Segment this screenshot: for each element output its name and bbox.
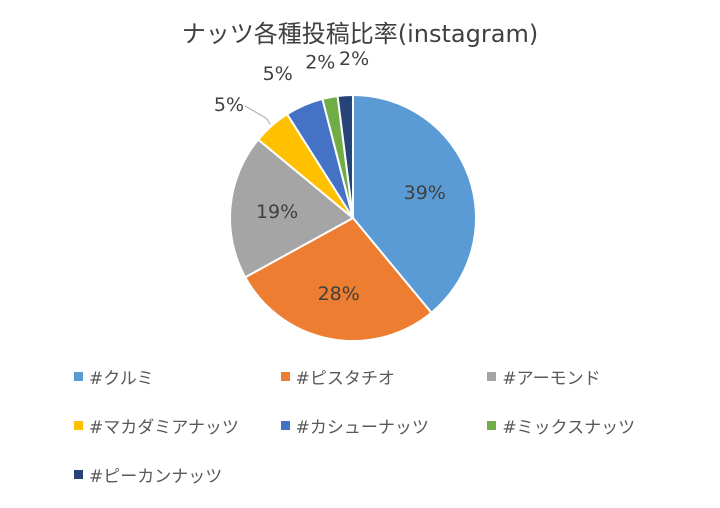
legend-swatch-1: [280, 372, 290, 381]
legend-item: #クルミ: [74, 364, 281, 389]
legend-swatch-5: [487, 421, 497, 430]
legend-row: #マカダミアナッツ #カシューナッツ #ミックスナッツ: [74, 401, 694, 450]
slice-label: 5%: [263, 63, 293, 85]
legend-swatch-3: [74, 421, 83, 430]
slice-label: 39%: [404, 182, 446, 204]
slice-label: 28%: [318, 283, 360, 305]
legend-swatch-6: [74, 470, 83, 479]
legend-item: #マカダミアナッツ: [74, 413, 281, 438]
legend-swatch-4: [280, 421, 290, 430]
legend-item: #ピーカンナッツ: [74, 462, 286, 487]
legend-item: #ミックスナッツ: [487, 413, 694, 438]
legend-item: #アーモンド: [487, 364, 694, 389]
legend-label: #クルミ: [89, 369, 154, 389]
slice-label: 2%: [305, 51, 335, 73]
slice-label: 5%: [214, 94, 244, 116]
legend-swatch-2: [487, 372, 497, 381]
legend-label: #ピスタチオ: [295, 369, 395, 389]
legend-item: #ピスタチオ: [280, 364, 488, 389]
slice-label: 19%: [256, 201, 298, 223]
pie-slice: [243, 216, 433, 342]
legend-label: #カシューナッツ: [295, 418, 429, 438]
legend-swatch-0: [74, 372, 83, 381]
legend: #クルミ #ピスタチオ #アーモンド #マカダミアナッツ #カシューナッツ #ミ…: [74, 352, 694, 499]
leader-line: [244, 105, 271, 125]
legend-row: #クルミ #ピスタチオ #アーモンド: [74, 352, 694, 401]
pie-slice: [336, 93, 354, 219]
slice-label: 2%: [339, 48, 369, 70]
legend-label: #アーモンド: [502, 369, 601, 389]
slice-labels: 39% 28% 19% 5% 5% 2% 2%: [214, 48, 446, 305]
legend-label: #マカダミアナッツ: [89, 418, 239, 438]
leader-lines: [244, 105, 271, 125]
chart-title: ナッツ各種投稿比率(instagram): [181, 20, 539, 48]
legend-label: #ピーカンナッツ: [89, 467, 223, 487]
legend-item: #カシューナッツ: [280, 413, 488, 438]
pie-slices: [229, 93, 477, 342]
legend-row: #ピーカンナッツ: [74, 450, 694, 499]
pie-slice: [352, 93, 477, 315]
pie-slice: [229, 138, 355, 279]
legend-label: #ミックスナッツ: [502, 418, 636, 438]
